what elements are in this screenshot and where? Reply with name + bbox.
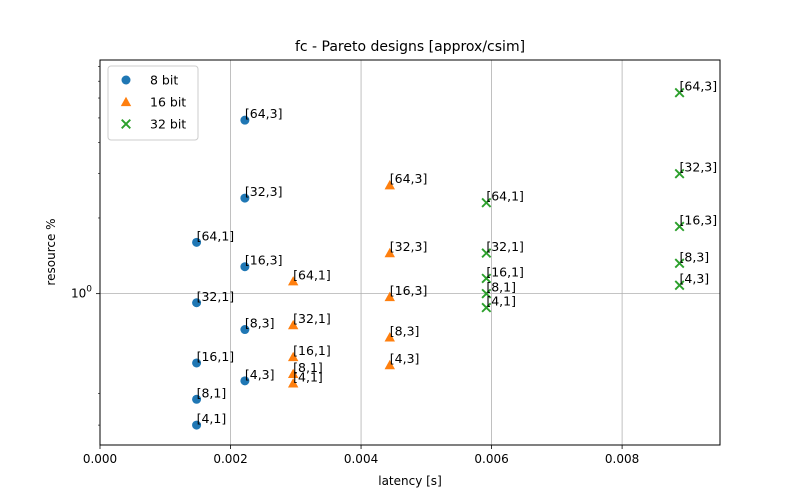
data-point-label: [32,1] (293, 311, 331, 326)
data-point-label: [16,3] (680, 212, 718, 227)
x-tick-label: 0.002 (213, 452, 247, 466)
legend-marker (120, 96, 132, 107)
data-point (674, 258, 685, 269)
data-point (240, 325, 250, 335)
legend-marker (121, 119, 131, 129)
data-point (674, 280, 685, 291)
data-point-label: [32,1] (486, 239, 524, 254)
plot-frame (99, 59, 721, 446)
data-point (192, 420, 202, 430)
data-point (384, 180, 395, 190)
data-point-label: [32,3] (390, 239, 428, 254)
data-point-label: [16,1] (486, 264, 524, 279)
data-point (287, 276, 299, 286)
x-tick-label: 0.000 (83, 452, 117, 466)
legend-marker (121, 75, 131, 85)
data-point-label: [16,3] (245, 253, 283, 268)
point-labels: [4,1][8,1][16,1][32,1][64,1][4,3][8,3][1… (197, 79, 718, 426)
data-point-label: [16,3] (390, 283, 428, 298)
data-point (384, 332, 395, 342)
legend-box (107, 65, 199, 141)
data-point-label: [4,1] (486, 294, 516, 309)
x-axis-label: latency [s] (378, 474, 442, 488)
data-point-label: [4,3] (680, 271, 710, 286)
data-point-label: [64,3] (390, 171, 428, 186)
data-point-label: [8,1] (486, 280, 516, 295)
data-point (384, 291, 395, 302)
data-point (192, 394, 202, 404)
data-point (384, 359, 395, 370)
data-point-label: [4,1] (293, 369, 323, 384)
data-point (384, 247, 395, 258)
x-tick-label: 0.004 (344, 452, 378, 466)
data-point-label: [32,3] (245, 184, 283, 199)
data-point (481, 197, 492, 208)
data-point (192, 237, 202, 247)
data-point (674, 87, 685, 98)
data-point-label: [64,1] (293, 267, 331, 282)
data-point (240, 193, 250, 203)
data-point (674, 168, 685, 179)
data-point (287, 378, 299, 388)
data-point (674, 221, 685, 232)
data-point-label: [16,1] (197, 349, 235, 364)
data-point (481, 248, 492, 259)
data-point (481, 288, 492, 299)
data-point (287, 368, 299, 378)
legend-label: 16 bit (150, 95, 186, 110)
data-point (192, 358, 202, 368)
grid (100, 60, 720, 445)
legend-label: 32 bit (150, 117, 186, 132)
data-point-label: [64,3] (245, 106, 283, 121)
data-point-label: [32,3] (680, 160, 718, 175)
x-tick-label: 0.006 (474, 452, 508, 466)
data-point-label: [4,1] (197, 411, 227, 426)
x-tick-label: 0.008 (605, 452, 639, 466)
data-point-label: [64,1] (197, 228, 235, 243)
data-point-label: [8,1] (197, 385, 227, 400)
y-axis-label: resource % (44, 218, 58, 285)
data-point-label: [8,3] (245, 316, 275, 331)
data-point-label: [8,3] (680, 249, 710, 264)
data-point (287, 319, 299, 330)
data-point-label: [32,1] (197, 289, 235, 304)
data-point-label: [64,1] (486, 189, 524, 204)
data-point (240, 115, 250, 125)
data-point (240, 376, 250, 386)
data-point (481, 302, 492, 313)
legend: 8 bit 16 bit 32 bit (107, 65, 199, 141)
data-point (240, 262, 250, 272)
data-point (192, 298, 202, 308)
data-point-label: [16,1] (293, 343, 331, 358)
data-point-label: [4,3] (245, 367, 275, 382)
y-tick-label: 100 (71, 285, 92, 301)
data-point-label: [8,3] (390, 323, 420, 338)
data-point-label: [4,3] (390, 351, 420, 366)
data-point-label: [64,3] (680, 79, 718, 94)
data-points (192, 87, 685, 430)
chart-title: fc - Pareto designs [approx/csim] (295, 39, 525, 55)
axis-ticks: 0.000 0.002 0.004 0.006 0.008 100 (71, 66, 639, 466)
data-point (481, 273, 492, 284)
data-point-label: [8,1] (293, 360, 323, 375)
legend-label: 8 bit (150, 73, 178, 88)
data-point (287, 351, 299, 362)
